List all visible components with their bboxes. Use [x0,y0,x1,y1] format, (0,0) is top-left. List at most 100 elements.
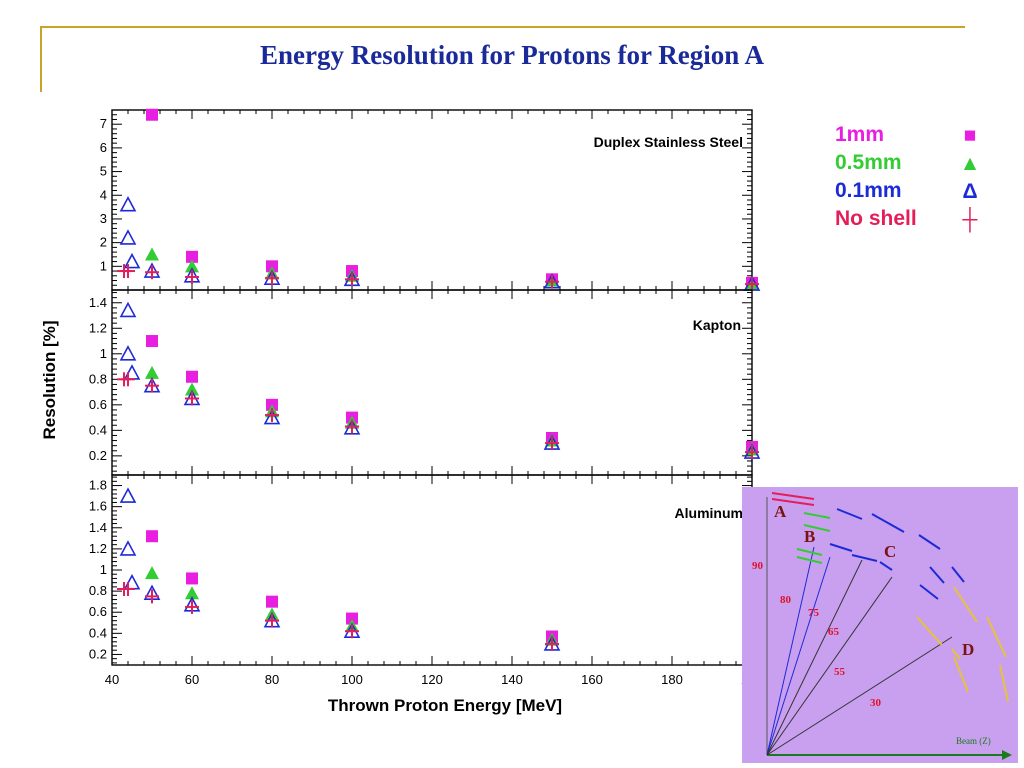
region-diagram: AB C D 90 80 75 65 55 30 Beam (Z) [742,487,1018,763]
marker-No-shell [345,272,359,287]
marker-No-shell [265,613,279,628]
marker-1mm [186,250,198,263]
beam-axis-arrow [1002,750,1012,760]
x-tick-label: 100 [341,672,363,687]
marker-1mm [346,612,358,625]
marker-No-shell [265,408,279,423]
x-tick-label: 180 [661,672,683,687]
y-tick-label: 0.4 [89,625,107,640]
angle-label-55: 55 [834,666,846,678]
beam-axis-label: Beam (Z) [956,736,991,746]
region-label-C: C [884,542,896,561]
y-axis-title: Resolution [%] [40,321,59,440]
marker-0.5mm [145,247,159,261]
region-label-A: A [774,502,787,521]
detector-segment [771,498,815,506]
slide-title: Energy Resolution for Protons for Region… [260,40,764,70]
marker-1mm [146,108,158,121]
series-0.5mm [145,365,759,456]
slide-frame-top [40,26,965,28]
detector-segment [879,561,893,571]
y-tick-label: 0.6 [89,604,107,619]
legend-label-2: 0.5mm [835,151,902,174]
marker-No-shell [121,582,135,596]
detector-segment [836,508,863,520]
series-0.1mm [119,301,761,459]
detector-segment [929,566,945,584]
detector-segment [796,556,823,564]
marker-1mm [146,530,158,543]
detector-segment [771,492,815,500]
y-tick-label: 7 [100,116,107,131]
marker-0.1mm [119,196,137,212]
marker-0.5mm [185,259,199,273]
detector-segment [796,548,823,556]
y-tick-label: 1.2 [89,541,107,556]
series-1mm [146,530,758,650]
y-tick-label: 1.4 [89,295,107,310]
angle-label-65: 65 [828,626,840,638]
x-tick-label: 60 [185,672,199,687]
panel-label: Kapton [693,317,741,333]
angle-ray [766,576,893,756]
marker-0.1mm [119,540,137,556]
angle-ray [766,559,863,756]
y-tick-label: 1.2 [89,320,107,335]
detector-segment [919,584,939,600]
panel-frame [111,289,753,476]
slide-frame-left [40,26,42,92]
y-tick-label: 1.4 [89,520,107,535]
diagram-layer: AB C D 90 80 75 65 55 30 Beam (Z) [752,492,1012,760]
marker-0.1mm [123,252,141,269]
legend-symbol-3: Δ [962,180,977,203]
marker-1mm [186,370,198,383]
detector-segment [803,512,831,519]
y-tick-label: 3 [100,211,107,226]
series-0.5mm [145,566,759,655]
detector-segment [829,543,853,552]
marker-No-shell [545,636,559,651]
marker-No-shell [121,372,135,387]
detector-segment [918,534,941,550]
marker-No-shell [345,419,359,434]
x-tick-label: 120 [421,672,443,687]
marker-No-shell [545,436,559,451]
marker-0.1mm [119,229,137,245]
legend: 1mm ■ 0.5mm ▲ 0.1mm Δ No shell ┼ [835,123,980,233]
marker-No-shell [185,599,199,614]
marker-1mm [186,572,198,585]
marker-No-shell [745,445,759,460]
angle-label-80: 80 [780,594,792,606]
legend-symbol-4: ┼ [962,206,978,233]
y-tick-label: 1 [100,346,107,361]
marker-0.1mm [119,301,137,318]
panel-3: 0.2 0.4 0.6 0.8 1 1.2 1.4 1.6 1.8 Aluminum [89,474,761,666]
detector-segment [951,566,965,583]
panel-2: 0.2 0.4 0.6 0.8 1 1.2 1.4 Kapton [89,289,761,476]
series-No-shell [117,372,759,460]
y-tick-label: 0.4 [89,422,107,437]
series-0.5mm [145,247,759,291]
y-tick-label: 0.6 [89,397,107,412]
angle-ray [766,636,953,756]
y-tick-label: 0.8 [89,583,107,598]
detector-segment [916,616,943,646]
detector-segment [953,586,978,623]
x-axis-title: Thrown Proton Energy [MeV] [328,696,562,715]
marker-0.1mm [263,408,281,425]
panel-label: Aluminum [675,505,743,521]
series-1mm [146,335,758,453]
marker-No-shell [545,274,559,289]
y-tick-label: 1.8 [89,478,107,493]
angle-label-90: 90 [752,560,764,572]
detector-segment [851,554,878,562]
series-0.1mm [119,196,761,291]
region-label-D: D [962,640,974,659]
diagram-background [742,487,1018,763]
angle-ray [766,556,831,756]
marker-0.1mm [119,487,137,503]
detector-segment [986,616,1007,658]
x-tick-label: 160 [581,672,603,687]
y-tick-label: 1 [100,562,107,577]
